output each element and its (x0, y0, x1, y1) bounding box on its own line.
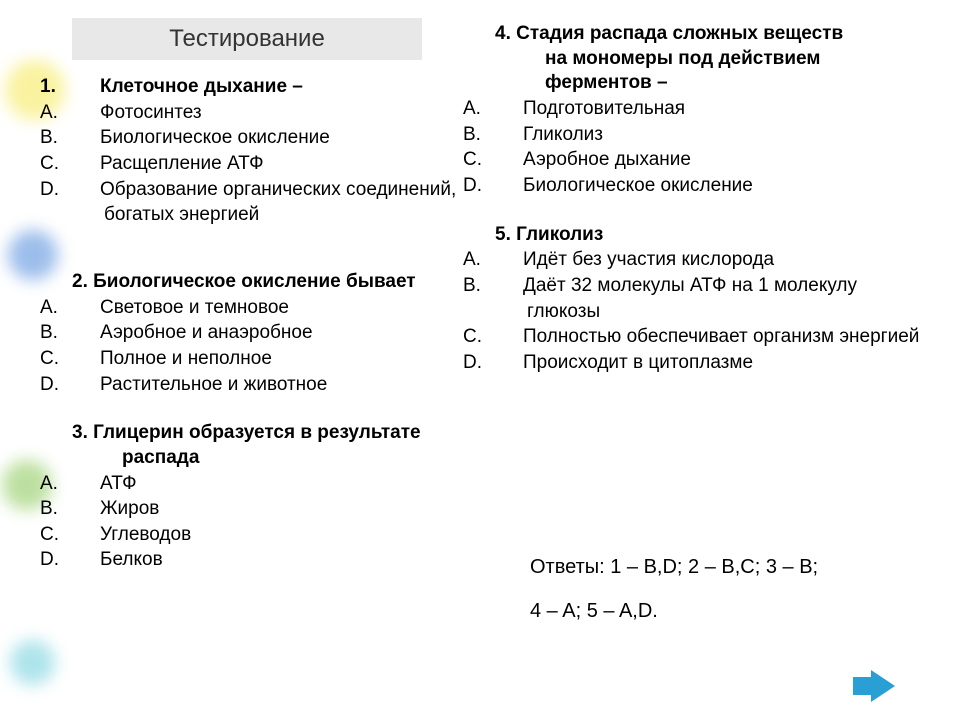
slide-title-box: Тестирование (72, 18, 422, 60)
question-title-line2: на мономеры под действием (495, 47, 935, 72)
option-c: C.Полностью обеспечивает организм энерги… (495, 324, 935, 350)
option-d: D.Растительное и животное (72, 372, 472, 398)
question-2: 2. Биологическое окисление бывает A.Свет… (72, 270, 472, 397)
option-b: B.Жиров (72, 496, 472, 522)
decoration-blob (8, 230, 58, 280)
question-5: 5. Гликолиз A.Идёт без участия кислорода… (495, 223, 935, 376)
option-c: C.Углеводов (72, 522, 472, 548)
question-4: 4. Стадия распада сложных веществ на мон… (495, 22, 935, 199)
right-column: 4. Стадия распада сложных веществ на мон… (495, 22, 935, 400)
option-d: D.Биологическое окисление (495, 173, 935, 199)
option-b: B.Гликолиз (495, 122, 935, 148)
option-b: B.Даёт 32 молекулы АТФ на 1 молекулу глю… (495, 273, 935, 324)
question-title-line1: 4. Стадия распада сложных веществ (495, 22, 935, 47)
left-column: 1.Клеточное дыхание – A.Фотосинтез B.Био… (72, 75, 472, 597)
option-b: B.Аэробное и анаэробное (72, 320, 472, 346)
question-title-line1: 3. Глицерин образуется в результате (72, 421, 472, 446)
options-list: A.Световое и темновое B.Аэробное и анаэр… (72, 295, 472, 398)
option-a: A.Подготовительная (495, 96, 935, 122)
answers-block: Ответы: 1 – B,D; 2 – B,C; 3 – B; 4 – A; … (530, 545, 818, 633)
question-title-line2: распада (72, 446, 472, 471)
question-1: 1.Клеточное дыхание – A.Фотосинтез B.Био… (72, 75, 472, 228)
option-c: C.Аэробное дыхание (495, 147, 935, 173)
option-d: D.Образование органических соединений, б… (72, 177, 472, 228)
answers-line2: 4 – A; 5 – A,D. (530, 589, 818, 633)
option-a: A.АТФ (72, 471, 472, 497)
option-a: A.Идёт без участия кислорода (495, 247, 935, 273)
arrow-icon (871, 670, 895, 702)
slide-title: Тестирование (169, 25, 325, 53)
decoration-blob (10, 640, 55, 685)
option-a: A.Световое и темновое (72, 295, 472, 321)
next-arrow-button[interactable] (853, 670, 895, 702)
question-title-line3: ферментов – (495, 71, 935, 96)
options-list: A.Подготовительная B.Гликолиз C.Аэробное… (495, 96, 935, 199)
option-a: A.Фотосинтез (72, 100, 472, 126)
question-title: 1.Клеточное дыхание – (72, 75, 472, 100)
options-list: A.АТФ B.Жиров C.Углеводов D.Белков (72, 471, 472, 574)
option-d: D.Белков (72, 547, 472, 573)
option-b: B.Биологическое окисление (72, 125, 472, 151)
question-3: 3. Глицерин образуется в результате расп… (72, 421, 472, 573)
arrow-icon (853, 677, 873, 695)
option-d: D.Происходит в цитоплазме (495, 350, 935, 376)
question-title: 5. Гликолиз (495, 223, 935, 248)
options-list: A.Фотосинтез B.Биологическое окисление C… (72, 100, 472, 228)
options-list: A.Идёт без участия кислорода B.Даёт 32 м… (495, 247, 935, 375)
option-c: C.Полное и неполное (72, 346, 472, 372)
option-c: C.Расщепление АТФ (72, 151, 472, 177)
answers-line1: Ответы: 1 – B,D; 2 – B,C; 3 – B; (530, 545, 818, 589)
question-title: 2. Биологическое окисление бывает (72, 270, 472, 295)
